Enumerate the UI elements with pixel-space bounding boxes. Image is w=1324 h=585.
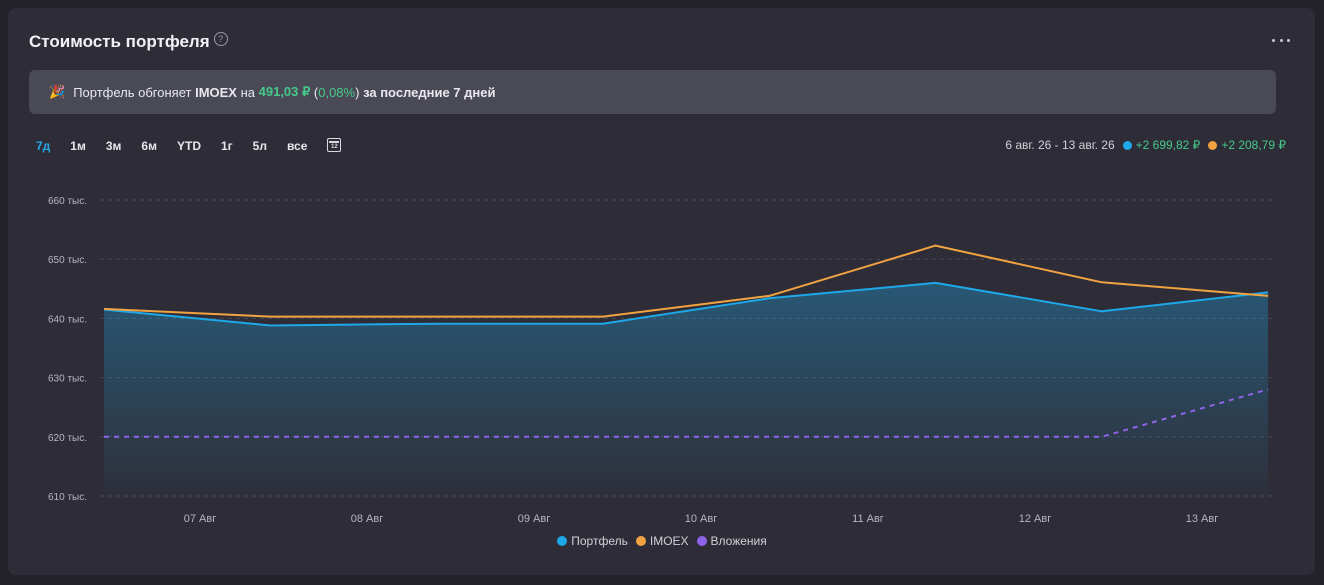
period-1y[interactable]: 1г xyxy=(220,139,233,153)
legend-label-portfolio: Портфель xyxy=(571,534,628,548)
y-tick-label: 630 тыс. xyxy=(48,374,87,385)
party-popper-icon: 🎉 xyxy=(49,84,66,99)
imoex-dot xyxy=(1208,140,1218,150)
series-line-imoex xyxy=(103,244,1269,318)
card-title: Стоимость портфеля ? xyxy=(29,32,228,52)
legend-dot-portfolio xyxy=(557,536,568,546)
y-tick-label: 650 тыс. xyxy=(48,255,87,266)
x-tick-label: 13 Авг xyxy=(1186,513,1218,525)
calendar-icon[interactable]: 12 xyxy=(327,138,342,152)
period-selector: 7д 1м 3м 6м YTD 1г 5л все 12 xyxy=(36,137,342,155)
banner-amount: 491,03 ₽ xyxy=(258,84,311,99)
chart-series xyxy=(103,244,1269,498)
y-tick-label: 620 тыс. xyxy=(48,433,87,444)
period-6m[interactable]: 6м xyxy=(141,139,157,153)
legend-item-portfolio[interactable]: Портфель xyxy=(557,534,628,548)
banner-percent-open: ( xyxy=(310,84,319,100)
x-tick-label: 12 Авг xyxy=(1019,513,1051,525)
portfolio-change: +2 699,82 ₽ xyxy=(1135,138,1201,152)
banner-text-after: за последние 7 дней xyxy=(359,84,496,100)
period-3m[interactable]: 3м xyxy=(105,139,122,153)
more-options-icon[interactable] xyxy=(1272,33,1290,47)
period-ytd[interactable]: YTD xyxy=(176,139,201,153)
banner-index: IMOEX xyxy=(195,84,237,100)
date-range: 6 авг. 26 - 13 авг. 26 xyxy=(1005,138,1115,152)
x-axis-labels: 07 Авг 08 Авг 09 Авг 10 Авг 11 Авг 12 Авг 13 А… xyxy=(184,513,1218,525)
y-axis-labels: 610 тыс. 620 тыс. 630 тыс. 640 тыс. 650 тыс.… xyxy=(48,196,87,503)
series-area-portfolio xyxy=(104,282,1269,498)
x-tick-label: 10 Авг xyxy=(685,513,717,525)
x-tick-label: 09 Авг xyxy=(518,513,550,525)
x-tick-label: 08 Авг xyxy=(351,513,383,525)
banner-text-before: Портфель обгоняет xyxy=(73,84,196,100)
period-all[interactable]: все xyxy=(286,139,308,153)
title-text: Стоимость портфеля xyxy=(29,32,210,51)
legend-dot-investments xyxy=(696,536,707,546)
banner-text-mid: на xyxy=(236,84,259,100)
legend-dot-imoex xyxy=(635,536,646,546)
legend-item-imoex[interactable]: IMOEX xyxy=(635,534,689,548)
series-line-portfolio xyxy=(103,281,1269,327)
range-summary: 6 авг. 26 - 13 авг. 26 +2 699,82 ₽ +2 20… xyxy=(1005,138,1286,152)
imoex-change: +2 208,79 ₽ xyxy=(1221,138,1286,152)
x-tick-label: 11 Авг xyxy=(852,513,884,525)
series-line-investments xyxy=(104,388,1269,438)
period-1m[interactable]: 1м xyxy=(70,139,86,153)
y-tick-label: 610 тыс. xyxy=(48,492,87,503)
chart-legend: Портфель IMOEX Вложения xyxy=(0,534,1324,548)
performance-banner: 🎉 Портфель обгоняет IMOEX на 491,03 ₽ ( … xyxy=(29,70,1276,114)
x-tick-label: 07 Авг xyxy=(184,513,216,525)
period-7d[interactable]: 7д xyxy=(36,139,51,153)
period-5y[interactable]: 5л xyxy=(252,139,267,153)
legend-item-investments[interactable]: Вложения xyxy=(696,534,767,548)
banner-percent: 0,08% xyxy=(318,84,356,100)
banner-percent-close: ) xyxy=(355,84,360,100)
y-tick-label: 660 тыс. xyxy=(48,196,87,207)
portfolio-dot xyxy=(1122,140,1132,150)
legend-label-investments: Вложения xyxy=(710,534,767,548)
legend-label-imoex: IMOEX xyxy=(649,534,689,548)
help-circle-icon[interactable]: ? xyxy=(213,32,228,46)
y-tick-label: 640 тыс. xyxy=(48,314,87,325)
